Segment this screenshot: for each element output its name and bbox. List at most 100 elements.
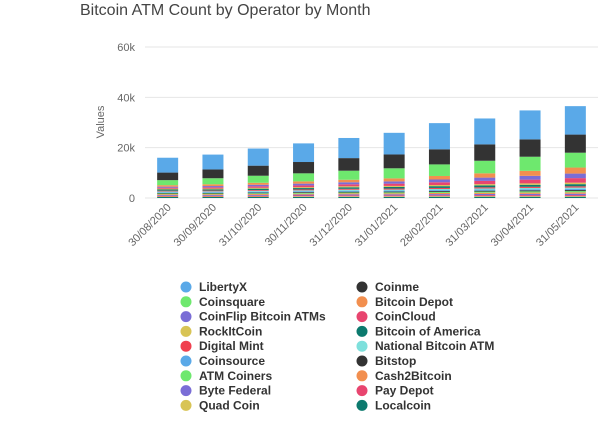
bar-segment [383, 189, 405, 191]
bar-segment [428, 149, 450, 165]
bar-segment [519, 189, 541, 191]
legend-marker [180, 311, 192, 323]
bar-segment [564, 184, 586, 187]
bar-segment [157, 196, 179, 197]
bar-segment [202, 193, 224, 195]
bar-segment [474, 192, 496, 194]
bar-segment [564, 186, 586, 188]
bar-segment [157, 172, 179, 181]
bar-segment [519, 191, 541, 193]
bar-segment [293, 196, 315, 197]
bar-segment [293, 185, 315, 188]
legend-label: CoinCloud [375, 310, 436, 324]
bar-segment [338, 170, 360, 180]
legend-marker [356, 281, 368, 293]
bar-segment [564, 182, 586, 185]
bar-segment [202, 184, 224, 187]
legend-marker [356, 370, 368, 382]
bar-segment [428, 182, 450, 186]
x-tick-label: 31/03/2021 [443, 202, 490, 249]
legend-label: Bitcoin of America [375, 324, 481, 338]
bar-segment [157, 195, 179, 197]
bar-segment [428, 192, 450, 195]
bar-segment [202, 154, 224, 170]
legend-label: Cash2Bitcoin [375, 369, 452, 383]
bar-segment [247, 196, 269, 197]
bar-segment [519, 192, 541, 194]
bar-segment [428, 123, 450, 150]
bar-segment [293, 190, 315, 192]
bar-segment [383, 191, 405, 193]
bar-segment [202, 194, 224, 195]
bar-segment [474, 185, 496, 188]
bar-segment [564, 195, 586, 197]
bar-segment [293, 192, 315, 194]
bar-segment [474, 193, 496, 196]
bar-segment [564, 192, 586, 194]
bar-segment [383, 193, 405, 195]
chart-title: Bitcoin ATM Count by Operator by Month [80, 2, 371, 19]
bar-segment [157, 157, 179, 173]
bar-segment [157, 185, 179, 187]
bar-segment [383, 168, 405, 179]
y-tick-label: 20k [117, 143, 135, 155]
legend-marker [356, 355, 368, 367]
bar-segment [202, 194, 224, 196]
bar-segment [338, 192, 360, 194]
legend-label: Localcoin [375, 398, 431, 412]
legend-label: Pay Depot [375, 384, 434, 398]
bar-segment [383, 185, 405, 187]
bar-segment [157, 192, 179, 193]
bar-segment [293, 193, 315, 195]
bar-segment [293, 189, 315, 191]
bar-segment [564, 167, 586, 174]
x-tick-label: 31/05/2021 [534, 202, 581, 249]
bar-segment [383, 186, 405, 189]
bar-segment [247, 190, 269, 192]
legend-label: Bitstop [375, 354, 416, 368]
bar-segment [519, 175, 541, 180]
y-axis-label: Values [95, 105, 107, 138]
bar-segment [428, 194, 450, 196]
bar-segment [338, 196, 360, 197]
bar-segment [519, 196, 541, 197]
y-tick-label: 40k [117, 92, 135, 104]
bar-segment [293, 191, 315, 193]
bar-segment [338, 189, 360, 191]
bar-segment [383, 154, 405, 169]
bar-segment [247, 182, 269, 185]
bar-segment [157, 196, 179, 198]
bar-segment [519, 187, 541, 190]
bar-segment [202, 192, 224, 193]
bar-segment [247, 186, 269, 188]
bar-segment [338, 191, 360, 193]
bar-segment [519, 195, 541, 197]
bar-segment [564, 193, 586, 196]
x-tick-label: 31/01/2021 [353, 202, 400, 249]
bar-segment [519, 186, 541, 188]
bar-segment [474, 191, 496, 193]
legend-marker [356, 296, 368, 308]
bar-segment [247, 148, 269, 166]
bar-segment [202, 195, 224, 197]
bar-segment [564, 196, 586, 198]
bar-segment [202, 196, 224, 198]
bar-segment [564, 188, 586, 191]
bar-segment [157, 189, 179, 191]
bar-segment [338, 195, 360, 197]
bar-segment [383, 190, 405, 192]
bar-segment [564, 152, 586, 168]
bar-segment [519, 139, 541, 157]
legend-label: ATM Coiners [199, 369, 272, 383]
bar-segment [338, 187, 360, 189]
bar-segment [428, 164, 450, 176]
bar-segment [564, 178, 586, 183]
bar-segment [202, 178, 224, 185]
bar-segment [293, 194, 315, 196]
bar-segment [474, 184, 496, 186]
bar-segment [247, 193, 269, 195]
bar-segment [474, 188, 496, 190]
legend-label: Coinme [375, 280, 419, 294]
bar-segment [474, 118, 496, 145]
legend-label: CoinFlip Bitcoin ATMs [199, 310, 326, 324]
